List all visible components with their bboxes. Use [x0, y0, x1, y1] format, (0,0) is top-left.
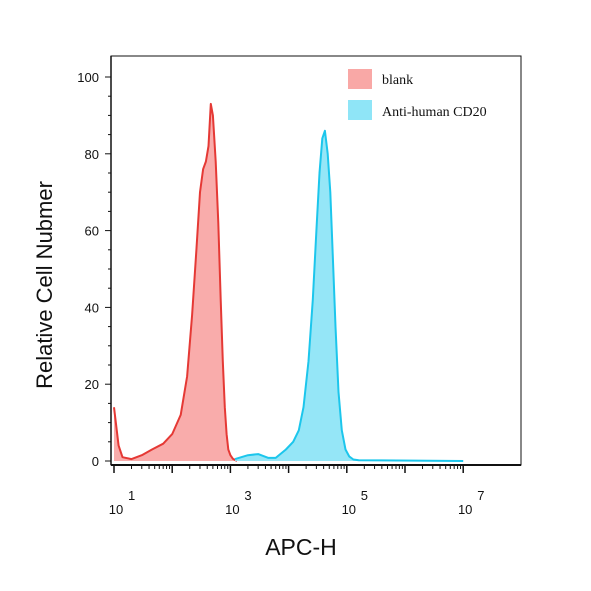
x-tick-label: 10 — [225, 502, 239, 517]
x-tick-label: 10 — [109, 502, 123, 517]
y-tick-label: 60 — [85, 224, 99, 239]
legend-label-blank: blank — [382, 73, 413, 88]
y-tick-label: 80 — [85, 147, 99, 162]
legend: blank Anti-human CD20 — [348, 69, 487, 120]
series-area-blank — [114, 103, 237, 462]
y-tick-label: 20 — [85, 377, 99, 392]
series-area-anti-human-cd20 — [235, 130, 464, 462]
plot-area: 0 20 40 60 80 100 10 1 10 3 10 5 10 7 — [77, 55, 522, 517]
x-tick-exponent: 5 — [361, 488, 368, 503]
x-tick-exponent: 7 — [477, 488, 484, 503]
series-line-anti-human-cd20 — [234, 129, 464, 462]
legend-label-anti-human-cd20: Anti-human CD20 — [382, 105, 487, 120]
x-tick-exponent: 3 — [244, 488, 251, 503]
legend-swatch-blank — [348, 69, 372, 89]
y-axis-title: Relative Cell Nubmer — [32, 181, 57, 389]
x-tick-label: 10 — [458, 502, 472, 517]
y-tick-label: 0 — [92, 454, 99, 469]
x-tick-label: 10 — [342, 502, 356, 517]
x-axis-title: APC-H — [265, 534, 337, 560]
series-line-blank — [113, 102, 238, 462]
legend-swatch-cd20 — [348, 100, 372, 120]
y-tick-label: 40 — [85, 300, 99, 315]
x-tick-exponent: 1 — [128, 488, 135, 503]
y-tick-label: 100 — [77, 70, 99, 85]
